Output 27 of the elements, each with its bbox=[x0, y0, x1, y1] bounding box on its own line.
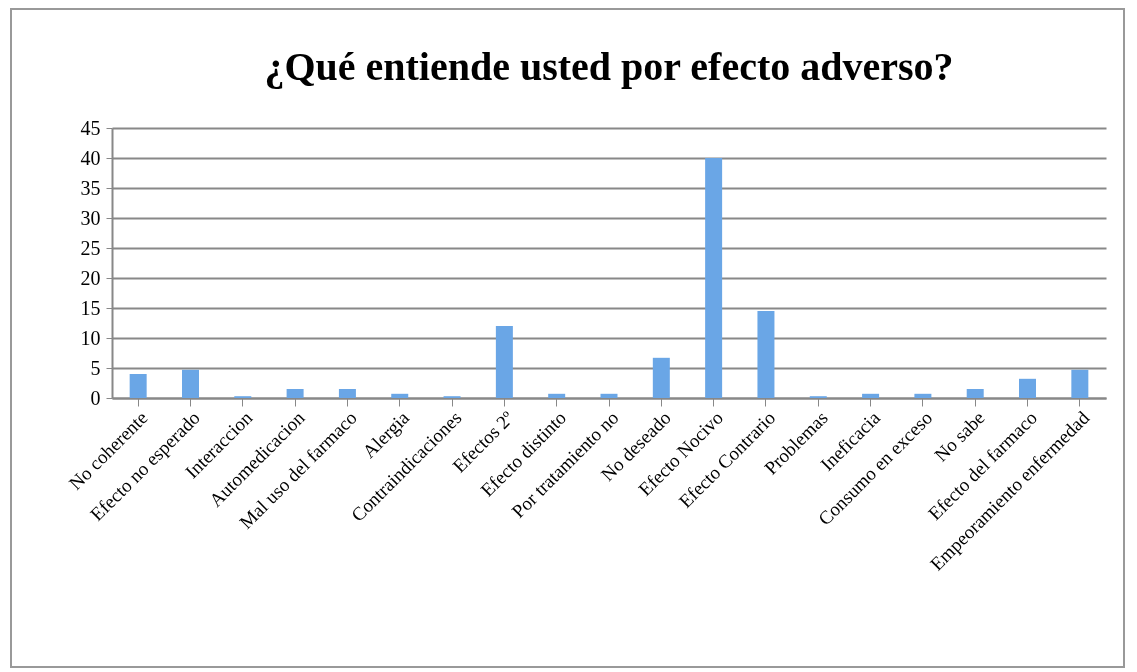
bar bbox=[862, 393, 880, 398]
y-tick-label: 20 bbox=[80, 266, 101, 289]
y-tick-label: 45 bbox=[80, 116, 101, 139]
bar bbox=[600, 393, 618, 398]
bar bbox=[286, 389, 304, 398]
bar bbox=[1071, 369, 1089, 398]
bar bbox=[391, 393, 409, 398]
y-tick-label: 15 bbox=[80, 296, 101, 319]
bar bbox=[914, 393, 932, 398]
y-tick-label: 35 bbox=[80, 176, 101, 199]
bar bbox=[652, 357, 670, 398]
bar bbox=[129, 374, 147, 398]
bar bbox=[757, 311, 775, 398]
y-tick-label: 5 bbox=[90, 356, 101, 379]
y-tick-label: 0 bbox=[90, 386, 101, 409]
bar bbox=[495, 326, 513, 398]
chart-title: ¿Qué entiende usted por efecto adverso? bbox=[264, 44, 954, 89]
bar bbox=[548, 393, 566, 398]
y-tick-label: 40 bbox=[80, 146, 101, 169]
bar bbox=[338, 389, 356, 398]
y-tick-label: 25 bbox=[80, 236, 101, 259]
y-tick-label: 30 bbox=[80, 206, 101, 229]
bar bbox=[966, 389, 984, 398]
bar bbox=[1019, 378, 1037, 398]
bar bbox=[181, 369, 199, 398]
bar bbox=[705, 158, 723, 398]
y-tick-label: 10 bbox=[80, 326, 101, 349]
